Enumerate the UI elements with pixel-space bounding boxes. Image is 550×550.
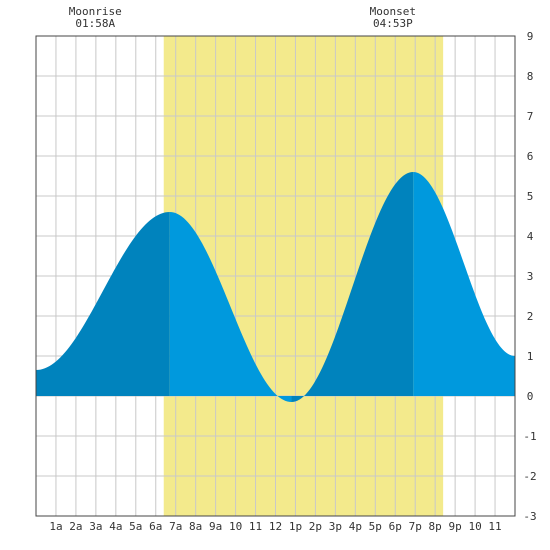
- y-tick-label: 2: [527, 310, 534, 323]
- x-tick-label: 7p: [409, 520, 422, 533]
- tide-area-rising: [36, 212, 170, 396]
- x-tick-label: 2a: [69, 520, 82, 533]
- x-tick-label: 4p: [349, 520, 362, 533]
- x-tick-label: 8p: [429, 520, 442, 533]
- moon-annotations: Moonrise 01:58A Moonset 04:53P: [69, 5, 416, 30]
- x-tick-label: 11: [249, 520, 262, 533]
- y-tick-label: 0: [527, 390, 534, 403]
- x-tick-label: 12: [269, 520, 282, 533]
- x-tick-label: 10: [229, 520, 242, 533]
- y-tick-label: 5: [527, 190, 534, 203]
- plot-frame: [35, 35, 516, 517]
- x-tick-label: 1a: [49, 520, 62, 533]
- y-tick-label: 4: [527, 230, 534, 243]
- moonrise-time: 01:58A: [75, 17, 115, 30]
- y-tick-label: -3: [523, 510, 536, 523]
- y-tick-label: 9: [527, 30, 534, 43]
- x-tick-label: 5p: [369, 520, 382, 533]
- x-tick-label: 11: [488, 520, 501, 533]
- y-tick-label: -1: [523, 430, 536, 443]
- x-tick-label: 9p: [449, 520, 462, 533]
- tide-area-falling: [169, 212, 292, 402]
- x-tick-label: 6a: [149, 520, 162, 533]
- y-tick-label: -2: [523, 470, 536, 483]
- x-tick-label: 6p: [389, 520, 402, 533]
- y-tick-label: 1: [527, 350, 534, 363]
- tide-area-falling: [413, 172, 515, 396]
- tide-area-rising: [291, 172, 414, 402]
- axis-ticks: 1a 2a 3a 4a 5a 6a 7a 8a 9a 10 11 12 1p 2p 3p 4p 5p 6p 7p 8p…: [49, 30, 536, 533]
- x-tick-label: 1p: [289, 520, 302, 533]
- x-tick-label: 10: [468, 520, 481, 533]
- moonset-label: Moonset: [370, 5, 416, 18]
- x-tick-label: 3a: [89, 520, 102, 533]
- y-tick-label: 8: [527, 70, 534, 83]
- x-tick-label: 2p: [309, 520, 322, 533]
- x-tick-label: 4a: [109, 520, 122, 533]
- x-tick-label: 3p: [329, 520, 342, 533]
- x-tick-label: 5a: [129, 520, 142, 533]
- x-tick-label: 7a: [169, 520, 182, 533]
- x-tick-label: 9a: [209, 520, 222, 533]
- moonrise-label: Moonrise: [69, 5, 122, 18]
- y-tick-label: 3: [527, 270, 534, 283]
- y-tick-label: 7: [527, 110, 534, 123]
- y-tick-label: 6: [527, 150, 534, 163]
- plot-border: [35, 35, 516, 517]
- tide-series: [36, 172, 515, 402]
- x-tick-label: 8a: [189, 520, 202, 533]
- moonset-time: 04:53P: [373, 17, 413, 30]
